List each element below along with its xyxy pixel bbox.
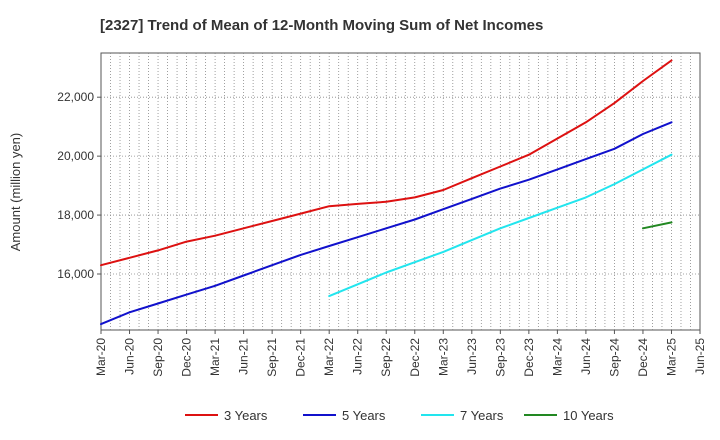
- y-tick-label: 18,000: [57, 208, 94, 222]
- series-line-4: [642, 221, 673, 230]
- y-axis-label: Amount (million yen): [8, 133, 23, 252]
- series-line-3: [328, 153, 673, 298]
- x-tick-label: Dec-23: [522, 338, 536, 377]
- x-tick-label: Jun-21: [237, 338, 251, 375]
- series-line-2: [100, 121, 673, 326]
- x-tick-label: Mar-24: [550, 338, 564, 376]
- x-tick-label: Mar-25: [664, 338, 678, 376]
- chart-title: [2327] Trend of Mean of 12-Month Moving …: [100, 17, 543, 34]
- x-tick-label: Sep-22: [379, 338, 393, 377]
- x-tick-label: Jun-23: [465, 338, 479, 375]
- legend-label: 7 Years: [460, 408, 504, 423]
- y-tick-label: 22,000: [57, 90, 94, 104]
- x-tick-label: Mar-21: [208, 338, 222, 376]
- legend-label: 10 Years: [563, 408, 614, 423]
- x-tick-label: Sep-24: [607, 338, 621, 377]
- x-tick-label: Jun-20: [123, 338, 137, 375]
- y-tick-label: 20,000: [57, 149, 94, 163]
- x-tick-label: Dec-22: [408, 338, 422, 377]
- x-tick-label: Sep-20: [151, 338, 165, 377]
- legend-label: 5 Years: [342, 408, 386, 423]
- y-tick-label: 16,000: [57, 267, 94, 281]
- x-tick-label: Mar-20: [94, 338, 108, 376]
- legend: 3 Years 5 Years 7 Years 10 Years: [185, 408, 614, 423]
- x-tick-label: Mar-22: [322, 338, 336, 376]
- x-tick-label: Dec-24: [636, 338, 650, 377]
- x-tick-label: Dec-21: [294, 338, 308, 377]
- x-tick-label: Jun-25: [693, 338, 707, 375]
- legend-label: 3 Years: [224, 408, 268, 423]
- y-axis-ticks: 16,000 18,000 20,000 22,000: [57, 90, 101, 281]
- series-line-1: [100, 59, 673, 267]
- x-tick-label: Dec-20: [180, 338, 194, 377]
- x-axis-ticks: Mar-20 Jun-20 Sep-20 Dec-20 Mar-21 Jun-21 Sep-…: [94, 330, 707, 377]
- plot-area: [100, 52, 701, 331]
- x-tick-label: Mar-23: [436, 338, 450, 376]
- x-tick-label: Jun-22: [351, 338, 365, 375]
- x-tick-label: Sep-21: [265, 338, 279, 377]
- series-lines: [100, 59, 673, 326]
- x-tick-label: Sep-23: [493, 338, 507, 377]
- x-tick-label: Jun-24: [579, 338, 593, 375]
